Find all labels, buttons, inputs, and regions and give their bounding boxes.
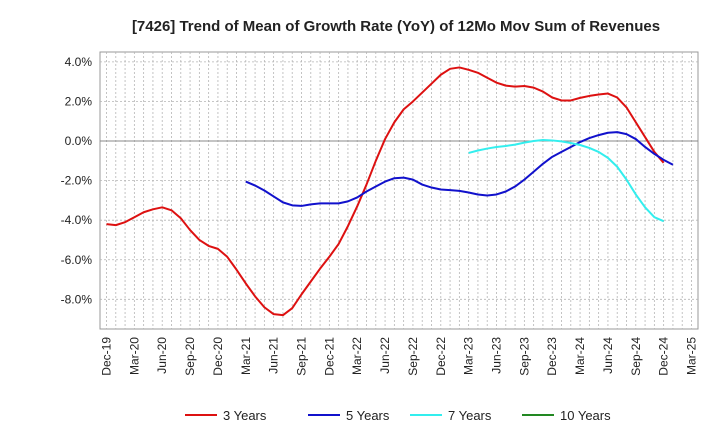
x-tick-label: Jun-20 xyxy=(155,337,169,374)
x-tick-label: Dec-22 xyxy=(434,337,448,376)
x-tick-label: Dec-23 xyxy=(545,337,559,376)
x-tick-label: Sep-24 xyxy=(629,337,643,376)
x-tick-label: Dec-24 xyxy=(657,337,671,376)
x-tick-label: Sep-21 xyxy=(295,337,309,376)
x-tick-label: Mar-25 xyxy=(685,337,699,375)
y-tick-label: 2.0% xyxy=(65,94,93,108)
chart-title: [7426] Trend of Mean of Growth Rate (YoY… xyxy=(132,18,660,35)
series-lines xyxy=(106,66,674,317)
x-tick-label: Mar-21 xyxy=(239,337,253,375)
x-tick-label: Mar-23 xyxy=(462,337,476,375)
y-tick-label: -8.0% xyxy=(61,292,93,306)
x-tick-label: Mar-22 xyxy=(350,337,364,375)
y-tick-label: 0.0% xyxy=(65,134,93,148)
x-tick-label: Jun-24 xyxy=(601,337,615,374)
x-tick-label: Dec-21 xyxy=(322,337,336,376)
y-tick-label: -4.0% xyxy=(61,213,93,227)
x-axis: Dec-19 Mar-20 Jun-20 Sep-20 Dec-20 Mar-21 Jun-… xyxy=(100,337,699,376)
x-tick-label: Jun-23 xyxy=(490,337,504,374)
y-tick-label: -2.0% xyxy=(61,174,93,188)
legend-label-10-years: 10 Years xyxy=(560,408,611,423)
x-tick-label: Mar-24 xyxy=(573,337,587,375)
x-tick-label: Jun-21 xyxy=(267,337,281,374)
series-line-5-years xyxy=(245,131,674,207)
y-tick-label: 4.0% xyxy=(65,55,93,69)
legend: 3 Years 5 Years 7 Years 10 Years xyxy=(185,408,611,423)
x-tick-label: Dec-19 xyxy=(100,337,114,376)
x-tick-label: Jun-22 xyxy=(378,337,392,374)
series-line-3-years xyxy=(106,66,665,317)
legend-label-5-years: 5 Years xyxy=(346,408,390,423)
legend-label-3-years: 3 Years xyxy=(223,408,267,423)
legend-label-7-years: 7 Years xyxy=(448,408,492,423)
x-tick-label: Mar-20 xyxy=(127,337,141,375)
x-tick-label: Sep-23 xyxy=(517,337,531,376)
x-tick-label: Dec-20 xyxy=(211,337,225,376)
x-tick-label: Sep-22 xyxy=(406,337,420,376)
series-line-7-years xyxy=(468,139,665,223)
x-tick-label: Sep-20 xyxy=(183,337,197,376)
plot-area xyxy=(99,51,699,330)
y-axis: 4.0% 2.0% 0.0% -2.0% -4.0% -6.0% -8.0% xyxy=(61,55,93,306)
y-tick-label: -6.0% xyxy=(61,253,93,267)
